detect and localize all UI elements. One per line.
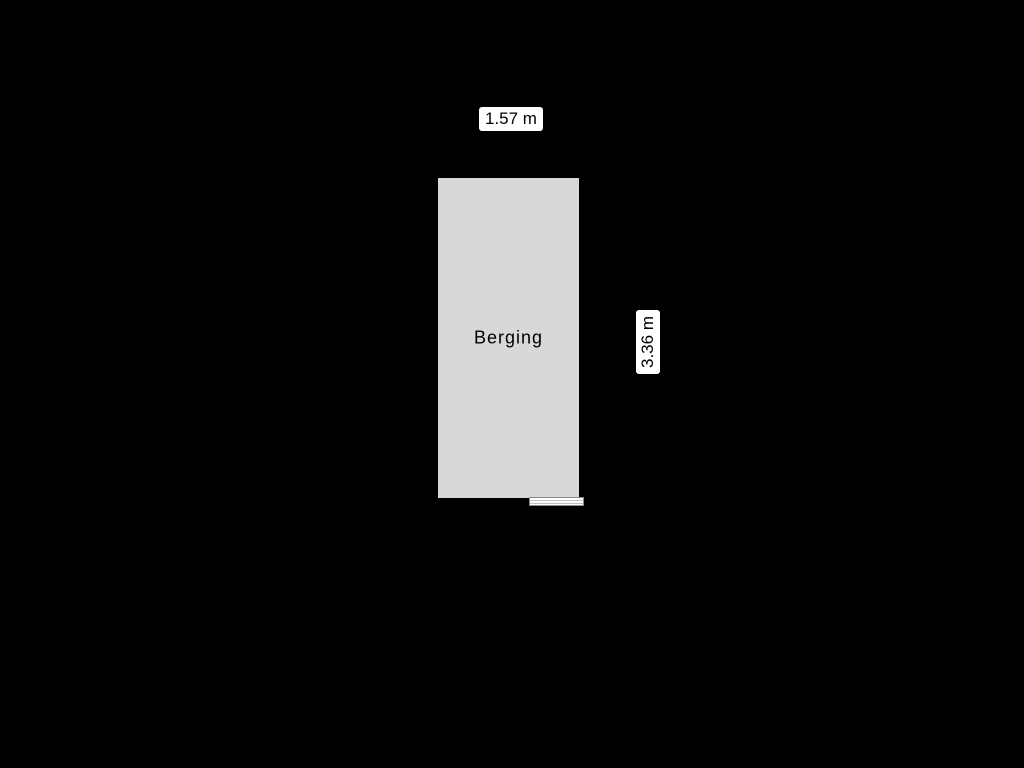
dimension-width-label: 1.57 m bbox=[479, 107, 543, 131]
room-berging: Berging bbox=[430, 170, 587, 506]
dimension-height-label: 3.36 m bbox=[636, 310, 660, 374]
room-label: Berging bbox=[474, 328, 543, 349]
door-threshold bbox=[529, 497, 584, 506]
floorplan-canvas: Berging 1.57 m 3.36 m bbox=[0, 0, 1024, 768]
